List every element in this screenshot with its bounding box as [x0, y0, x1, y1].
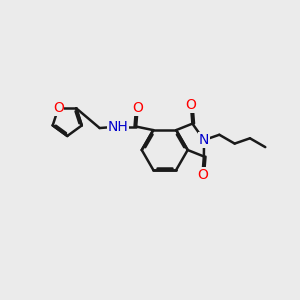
Text: O: O — [197, 168, 208, 182]
Text: O: O — [53, 101, 64, 115]
Text: O: O — [132, 101, 143, 115]
Text: N: N — [199, 133, 209, 147]
Text: NH: NH — [107, 120, 128, 134]
Text: O: O — [185, 98, 197, 112]
